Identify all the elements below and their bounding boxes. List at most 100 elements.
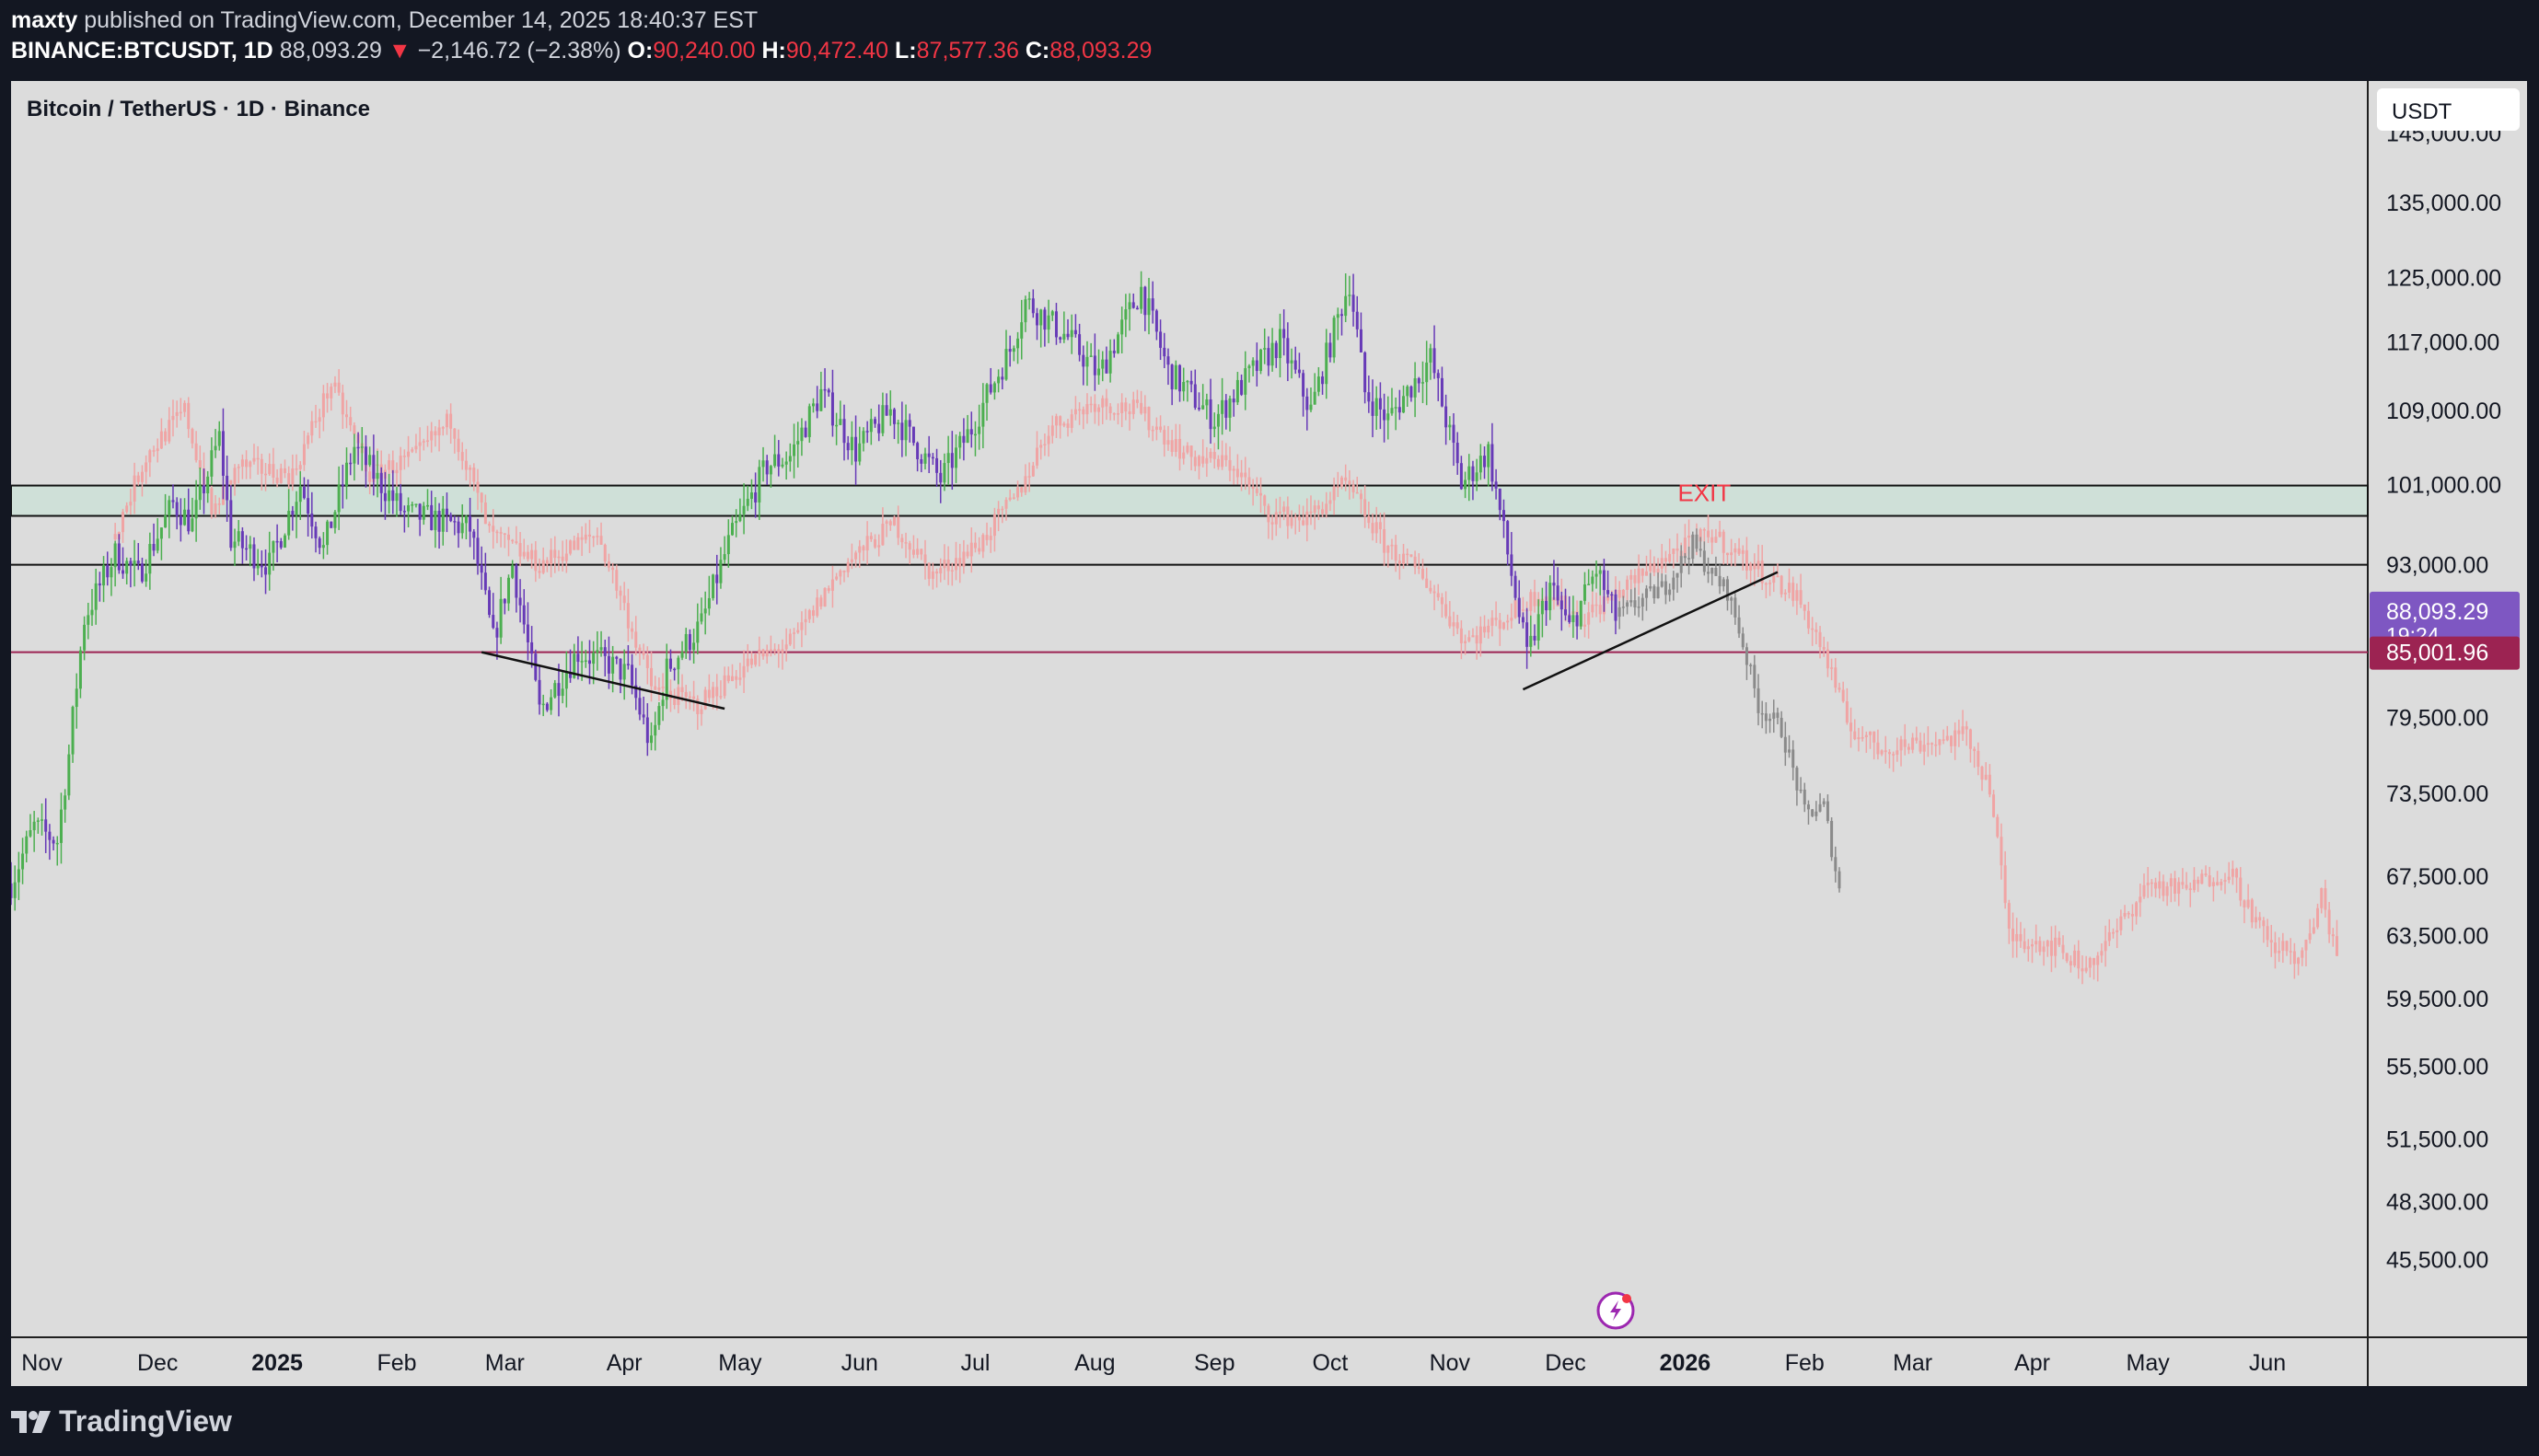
price-chart[interactable]: EXIT 145,000.00135,000.00125,000.00117,0… (9, 81, 2527, 1386)
trendline[interactable] (481, 651, 725, 711)
price-candle (321, 532, 325, 560)
fractal-candle (2258, 911, 2262, 929)
price-candle-body (1297, 369, 1301, 374)
fractal-candle-body (1725, 552, 1729, 556)
fractal-candle-body (1911, 737, 1915, 750)
price-candle-body (298, 486, 302, 503)
price-candle-body (541, 703, 545, 706)
price-candle-body (1490, 444, 1494, 482)
price-candle-body (619, 658, 622, 680)
trendline[interactable] (1522, 571, 1779, 691)
price-candle (992, 381, 996, 400)
fractal-candle-body (1166, 440, 1170, 445)
fractal-candle (1506, 614, 1510, 630)
fractal-candle (275, 468, 279, 488)
fractal-candle (1896, 737, 1899, 762)
fractal-candle (989, 526, 992, 553)
currency-button[interactable] (2377, 88, 2520, 131)
price-candle (911, 426, 915, 446)
fractal-candle-body (1124, 402, 1128, 412)
fractal-candle (2019, 921, 2023, 948)
fractal-candle (1429, 580, 1432, 595)
price-candle (1140, 271, 1143, 314)
tradingview-logo[interactable]: TradingView (11, 1404, 232, 1439)
fractal-candle-body (321, 393, 325, 418)
price-candle-body (1143, 286, 1147, 316)
fractal-candle (966, 544, 969, 559)
price-candle (1444, 394, 1448, 445)
fractal-candle (1756, 544, 1760, 578)
fractal-candle-body (511, 539, 515, 542)
price-candle (1128, 293, 1131, 331)
fractal-candle (1267, 503, 1270, 539)
fractal-candle (2081, 955, 2084, 985)
fractal-candle (1166, 425, 1170, 451)
fractal-candle (862, 544, 865, 561)
price-candle (1154, 308, 1158, 341)
price-candle (449, 512, 453, 523)
price-candle-body (550, 697, 553, 711)
resistance-zone[interactable] (10, 484, 2369, 517)
lightning-icon[interactable] (1596, 1291, 1635, 1330)
price-axis[interactable] (2368, 81, 2527, 1386)
fractal-candle (712, 681, 715, 710)
price-candle (1016, 331, 1020, 364)
fractal-candle-body (846, 561, 850, 572)
price-candle-body (1039, 309, 1043, 326)
fractal-candle (2285, 940, 2289, 956)
price-candle (499, 576, 503, 644)
price-candle-body (587, 660, 591, 664)
fractal-candle-body (1159, 426, 1163, 431)
fractal-candle-body (969, 542, 973, 557)
price-candle-body (148, 544, 152, 574)
price-candle (550, 688, 553, 715)
fractal-candle-body (696, 699, 700, 714)
fractal-candle-body (869, 536, 873, 539)
fractal-candle-body (1861, 736, 1864, 739)
price-candle (1390, 387, 1394, 416)
price-candle (171, 484, 175, 509)
price-candle (87, 602, 90, 640)
fractal-candle (2174, 871, 2177, 902)
fractal-candle (2146, 867, 2150, 898)
price-candle (1614, 589, 1617, 635)
fractal-candle-body (2019, 933, 2023, 942)
fractal-candle-body (522, 551, 526, 557)
fractal-candle-body (2058, 937, 2061, 945)
price-candle (1178, 364, 1182, 402)
fractal-candle (1131, 391, 1135, 420)
fractal-candle (2119, 909, 2123, 936)
fractal-candle-body (1429, 587, 1432, 592)
price-candle-body (1309, 404, 1313, 410)
fractal-candle (2093, 957, 2096, 980)
price-candle-body (862, 431, 865, 444)
fractal-candle (645, 646, 649, 685)
fractal-candle (518, 532, 522, 567)
price-candle-body (1571, 615, 1575, 622)
high-label: H: (761, 38, 786, 64)
fractal-candle-body (1764, 583, 1768, 585)
price-candle-body (1290, 360, 1293, 364)
fractal-candle-body (973, 542, 977, 549)
fractal-candle-body (1420, 568, 1424, 579)
price-candle-body (1240, 379, 1244, 395)
fractal-candle-body (1305, 511, 1309, 526)
fractal-candle (1274, 498, 1278, 537)
price-candle-body (407, 504, 411, 512)
price-candle (1583, 572, 1586, 605)
fractal-candle-body (908, 543, 911, 550)
price-candle (723, 536, 726, 564)
fractal-candle-body (1872, 731, 1876, 743)
fractal-candle (264, 462, 268, 491)
price-candle (1197, 392, 1200, 411)
fractal-candle-body (1938, 739, 1942, 745)
price-candle (175, 497, 179, 530)
chart-frame[interactable]: EXIT 145,000.00 135,000.00 125,000.00 117,0… (9, 81, 2527, 1386)
fractal-candle-body (576, 537, 580, 550)
fractal-candle-body (1374, 522, 1378, 534)
price-candle-body (1436, 373, 1440, 378)
fractal-candle (1386, 545, 1390, 568)
fractal-candle (1876, 729, 1880, 760)
fractal-candle-body (2192, 879, 2196, 891)
fractal-candle (422, 438, 425, 451)
